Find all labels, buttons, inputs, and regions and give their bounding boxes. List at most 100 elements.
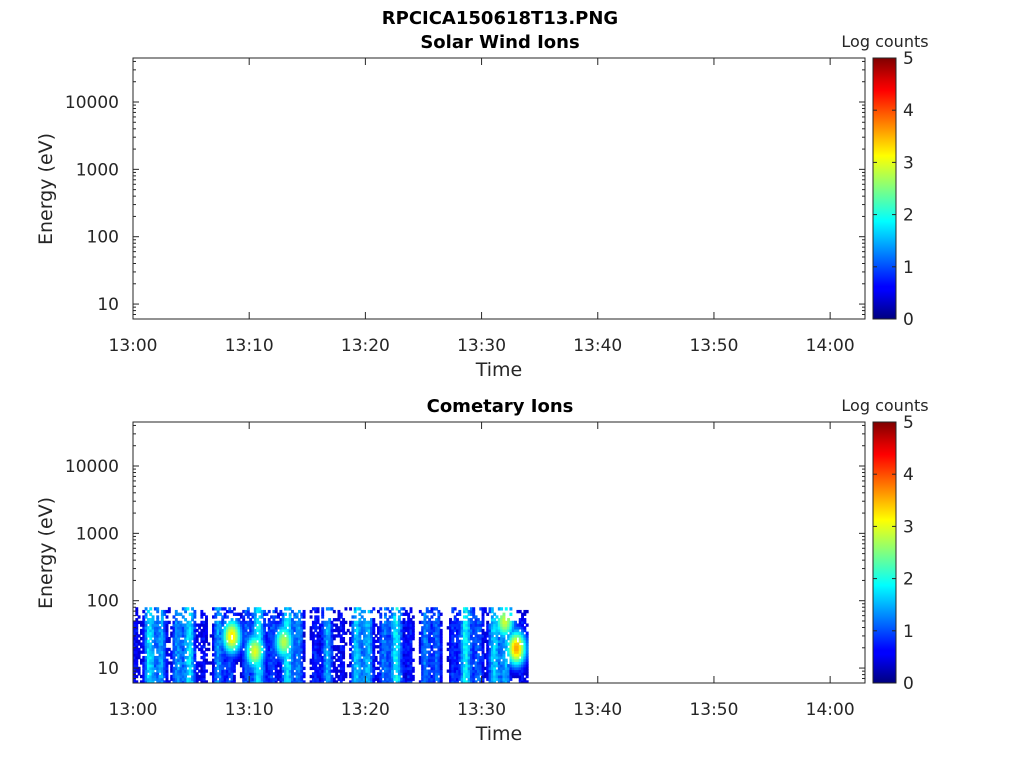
heatmap-cell [330,677,334,681]
heatmap-cell [516,650,520,654]
heatmap-cell [449,666,452,671]
heatmap-cell [133,631,136,635]
heatmap-cell [509,674,513,679]
heatmap-cell [174,639,178,644]
heatmap-cell [167,639,171,644]
heatmap-cell [390,672,394,676]
heatmap-cell [360,650,364,654]
heatmap-cell [232,631,236,635]
heatmap-cell [462,672,466,676]
heatmap-cell [365,666,369,671]
heatmap-cell [288,674,292,679]
heatmap-cell [421,664,425,668]
heatmap-cell [200,620,204,625]
heatmap-cell [160,669,164,673]
heatmap-cell [335,647,339,652]
heatmap-cell [332,637,336,641]
heatmap-cell [253,672,257,676]
heatmap-cell [390,653,394,657]
heatmap-cell [523,645,527,649]
heatmap-cell [277,634,280,638]
heatmap-cell [223,639,227,644]
heatmap-cell [160,680,164,683]
colorbar-tick-label: 3 [903,153,914,173]
heatmap-cell [246,680,250,683]
heatmap-cell [198,664,201,668]
heatmap-cell [421,620,425,625]
heatmap-cell [383,628,387,633]
heatmap-cell [493,618,497,622]
heatmap-cell [360,626,364,630]
heatmap-cell [205,618,208,622]
heatmap-cell [358,628,362,633]
heatmap-cell [465,642,469,646]
heatmap-cell [184,669,188,673]
heatmap-cell [469,628,473,633]
heatmap-cell [437,653,441,657]
heatmap-cell [225,655,229,660]
heatmap-cell [142,639,146,644]
heatmap-cell [495,626,499,630]
heatmap-cell [284,628,287,633]
heatmap-cell [284,661,287,665]
heatmap-cell [337,612,341,616]
heatmap-cell [179,634,183,638]
heatmap-cell [407,677,411,681]
heatmap-cell [318,655,322,660]
heatmap-cell [397,615,401,619]
heatmap-cell [388,623,392,627]
heatmap-cell [493,645,497,649]
heatmap-cell [142,647,146,652]
heatmap-cell [428,677,432,681]
heatmap-cell [267,672,271,676]
colorbar-gradient [872,421,897,684]
heatmap-cell [393,664,397,668]
heatmap-cell [277,653,280,657]
heatmap-cell [325,664,329,668]
heatmap-cell [425,645,429,649]
heatmap-cell [270,655,274,660]
heatmap-cell [186,642,190,646]
heatmap-cell [363,661,366,665]
heatmap-cell [449,618,452,622]
heatmap-cell [181,650,185,654]
heatmap-cell [311,650,315,654]
heatmap-cell [379,645,383,649]
heatmap-cell [435,674,439,679]
heatmap-cell [425,661,429,665]
heatmap-cell [258,609,262,614]
heatmap-cell [246,631,250,635]
heatmap-cell [472,623,476,627]
heatmap-cell [302,609,306,614]
heatmap-cell [158,628,162,633]
heatmap-cell [418,620,422,625]
heatmap-cell [469,645,473,649]
heatmap-cell [451,655,455,660]
heatmap-cell [133,620,136,625]
heatmap-cell [432,677,436,681]
heatmap-cell [500,631,504,635]
heatmap-cell [186,623,190,627]
heatmap-cell [428,637,432,641]
heatmap-cell [521,669,524,673]
heatmap-cell [472,650,476,654]
heatmap-cell [358,653,362,657]
heatmap-cell [186,680,190,683]
heatmap-cell [330,661,334,665]
heatmap-cell [200,645,204,649]
heatmap-cell [325,626,329,630]
heatmap-cell [381,628,385,633]
heatmap-cell [453,634,457,638]
heatmap-cell [383,653,387,657]
heatmap-cell [200,674,204,679]
heatmap-cell [370,666,373,671]
heatmap-cell [437,666,441,671]
colorbar-tick-label: 0 [903,674,914,694]
heatmap-cell [177,645,181,649]
heatmap-cell [295,637,299,641]
heatmap-cell [253,620,257,625]
heatmap-cell [149,655,153,660]
heatmap-cell [404,620,408,625]
heatmap-cell [511,655,515,660]
heatmap-cell [342,620,346,625]
